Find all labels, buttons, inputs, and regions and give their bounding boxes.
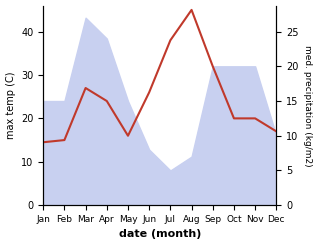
Y-axis label: max temp (C): max temp (C) bbox=[5, 72, 16, 139]
X-axis label: date (month): date (month) bbox=[119, 230, 201, 239]
Y-axis label: med. precipitation (kg/m2): med. precipitation (kg/m2) bbox=[303, 45, 313, 166]
